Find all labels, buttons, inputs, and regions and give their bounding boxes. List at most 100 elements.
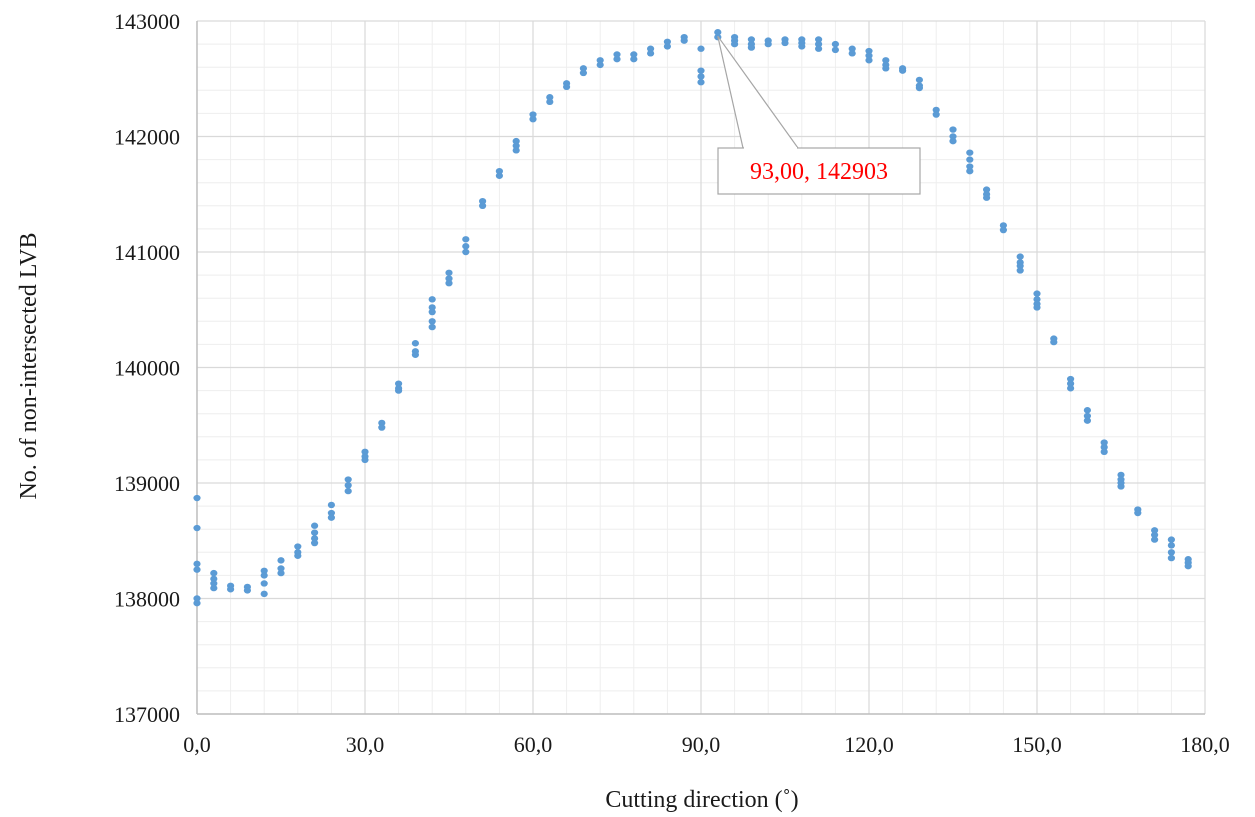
data-point (327, 501, 335, 509)
data-point (865, 47, 873, 55)
y-tick-label: 142000 (114, 125, 180, 150)
y-tick-label: 141000 (114, 240, 180, 265)
data-point (462, 236, 470, 243)
x-tick-label: 120,0 (844, 732, 894, 757)
data-point (344, 487, 352, 495)
data-point (210, 584, 218, 592)
data-point (260, 572, 268, 579)
data-point (210, 580, 218, 587)
data-point (949, 133, 957, 140)
data-point (411, 340, 419, 347)
data-point (798, 43, 806, 50)
data-point (512, 147, 520, 154)
data-point (714, 29, 722, 36)
data-point (1016, 253, 1024, 260)
x-tick-label: 30,0 (346, 732, 385, 757)
data-point (395, 380, 403, 387)
data-point (327, 514, 335, 521)
data-point (1050, 338, 1058, 346)
data-point (815, 36, 823, 43)
data-point (462, 248, 470, 256)
data-point (697, 73, 705, 80)
data-point (1067, 380, 1075, 387)
data-point (193, 595, 201, 602)
data-point (428, 318, 436, 325)
data-point (445, 279, 453, 287)
data-point (848, 50, 856, 57)
data-point (747, 36, 756, 43)
data-point (613, 51, 621, 58)
data-point (932, 106, 940, 114)
data-point (731, 40, 739, 48)
y-tick-label: 138000 (114, 587, 180, 612)
data-point (529, 115, 537, 123)
data-point (1033, 290, 1041, 297)
data-point (311, 522, 319, 529)
data-point (395, 387, 403, 394)
data-point (361, 456, 369, 464)
data-point (882, 57, 890, 64)
data-point (663, 43, 672, 50)
data-point (983, 186, 991, 193)
data-point (428, 304, 436, 311)
data-point (210, 569, 218, 577)
data-point (512, 137, 520, 145)
data-point (680, 37, 688, 44)
y-tick-label: 140000 (114, 356, 180, 381)
data-point (579, 65, 588, 72)
data-point (378, 424, 386, 431)
data-point (563, 83, 571, 91)
data-point (966, 167, 974, 175)
data-point (999, 222, 1008, 229)
data-point (479, 202, 487, 209)
data-point (193, 494, 201, 502)
data-point (865, 52, 873, 59)
data-point (344, 482, 352, 489)
data-point (647, 45, 655, 52)
data-point (260, 580, 268, 587)
x-tick-label: 150,0 (1012, 732, 1062, 757)
data-point (327, 509, 335, 517)
data-point (411, 351, 419, 358)
data-point (949, 126, 957, 133)
data-point (831, 46, 840, 54)
x-tick-label: 60,0 (514, 732, 553, 757)
data-point (378, 419, 386, 427)
data-point (1151, 531, 1159, 539)
data-point (210, 575, 218, 583)
data-point (882, 65, 890, 72)
data-point (277, 569, 285, 577)
data-point (294, 552, 302, 559)
data-point (1151, 527, 1159, 534)
data-point (899, 67, 907, 74)
x-axis-title: Cutting direction (˚) (605, 787, 798, 813)
data-point (1151, 536, 1159, 543)
y-tick-label: 143000 (114, 9, 180, 34)
data-point (1083, 417, 1091, 424)
data-point (865, 57, 873, 64)
data-point (1033, 304, 1041, 311)
data-point (1067, 375, 1075, 383)
data-point (630, 51, 638, 58)
data-point (815, 40, 823, 48)
y-axis-title: No. of non-intersected LVB (16, 232, 42, 499)
data-point (1167, 549, 1175, 556)
data-point (260, 590, 268, 598)
data-point (630, 55, 638, 63)
data-point (1167, 536, 1175, 543)
x-tick-label: 90,0 (682, 732, 721, 757)
data-point (647, 50, 655, 57)
data-point (445, 269, 453, 276)
data-point (915, 84, 924, 92)
data-point (596, 61, 604, 69)
data-point (311, 539, 319, 547)
data-point (277, 565, 285, 572)
data-point (428, 323, 436, 331)
data-point (697, 67, 705, 74)
data-point (193, 566, 201, 573)
data-point (479, 197, 487, 205)
data-point (227, 586, 235, 593)
data-point (243, 587, 251, 594)
data-point (1100, 439, 1108, 446)
